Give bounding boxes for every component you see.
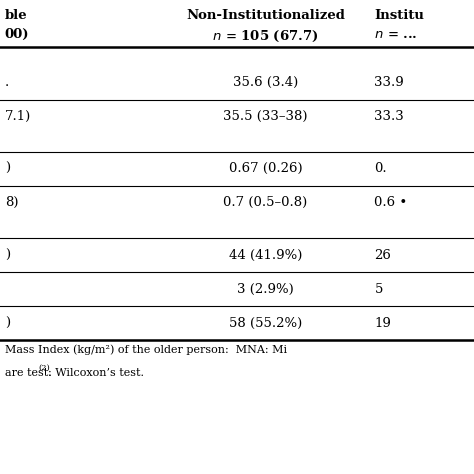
Text: ): ): [5, 317, 10, 330]
Text: 33.3: 33.3: [374, 110, 404, 123]
Text: $\mathit{n}$ = ...: $\mathit{n}$ = ...: [374, 28, 418, 41]
Text: 44 (41.9%): 44 (41.9%): [229, 248, 302, 262]
Text: are test.: are test.: [5, 368, 55, 378]
Text: 0.7 (0.5–0.8): 0.7 (0.5–0.8): [223, 196, 308, 210]
Text: 26: 26: [374, 248, 392, 262]
Text: 7.1): 7.1): [5, 110, 31, 123]
Text: ): ): [5, 248, 10, 262]
Text: .: .: [5, 76, 9, 89]
Text: Mass Index (kg/m²) of the older person:  MNA: Mi: Mass Index (kg/m²) of the older person: …: [5, 344, 287, 355]
Text: ): ): [5, 162, 10, 175]
Text: 00): 00): [5, 28, 29, 41]
Text: 0.67 (0.26): 0.67 (0.26): [228, 162, 302, 175]
Text: 5: 5: [374, 283, 383, 296]
Text: 33.9: 33.9: [374, 76, 404, 89]
Text: Institu: Institu: [374, 9, 424, 22]
Text: : Wilcoxon’s test.: : Wilcoxon’s test.: [48, 368, 145, 378]
Text: 0.: 0.: [374, 162, 387, 175]
Text: 35.5 (33–38): 35.5 (33–38): [223, 110, 308, 123]
Text: (2): (2): [39, 364, 51, 372]
Text: $\mathit{n}$ = 105 (67.7): $\mathit{n}$ = 105 (67.7): [212, 28, 319, 44]
Text: 58 (55.2%): 58 (55.2%): [229, 317, 302, 330]
Text: 19: 19: [374, 317, 392, 330]
Text: Non-Institutionalized: Non-Institutionalized: [186, 9, 345, 22]
Text: 35.6 (3.4): 35.6 (3.4): [233, 76, 298, 89]
Text: 3 (2.9%): 3 (2.9%): [237, 283, 294, 296]
Text: 8): 8): [5, 196, 18, 210]
Text: ble: ble: [5, 9, 27, 22]
Text: 0.6 •: 0.6 •: [374, 196, 408, 210]
